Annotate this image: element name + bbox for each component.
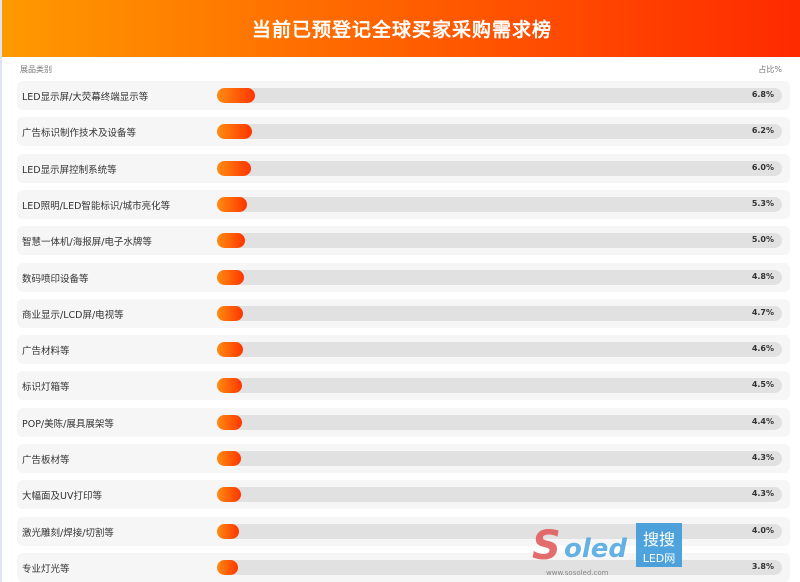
category-label: 智慧一体机/海报屏/电子水牌等 <box>22 237 152 249</box>
value-label: 4.3% <box>751 489 774 499</box>
bar-fill <box>217 269 244 285</box>
category-label: 激光雕刻/焊接/切割等 <box>22 527 114 539</box>
category-label: 大幅面及UV打印等 <box>22 491 102 503</box>
bar-track: 6.8% <box>217 88 782 103</box>
category-label: 商业显示/LCD屏/电视等 <box>22 309 124 321</box>
category-label: LED显示屏/大荧幕终端显示等 <box>22 92 149 103</box>
ranking-row: 广告板材等 4.3% <box>17 444 790 473</box>
bar-track: 5.3% <box>217 196 782 212</box>
bar-track: 3.8% <box>217 559 782 575</box>
bar-track: 4.0% <box>217 523 782 539</box>
value-label: 6.0% <box>751 162 774 172</box>
value-label: 3.8% <box>751 561 774 571</box>
value-label: 5.3% <box>751 198 774 208</box>
bar-fill <box>217 414 242 430</box>
ranking-row: LED显示屏/大荧幕终端显示等 6.8% <box>17 81 790 110</box>
value-label: 4.6% <box>751 344 774 354</box>
svg-text:www.sosoled.com: www.sosoled.com <box>546 569 609 577</box>
bar-fill <box>217 196 247 212</box>
category-label: LED照明/LED智能标识/城市亮化等 <box>22 200 171 212</box>
sosoled-watermark-logo: S oled 搜搜 LED网 www.sosoled.com <box>532 523 682 577</box>
value-label: 6.8% <box>751 90 774 99</box>
bar-fill <box>217 342 243 358</box>
value-label: 4.3% <box>751 453 774 462</box>
value-label: 6.2% <box>751 126 774 136</box>
bar-track: 4.5% <box>217 378 782 394</box>
bar-track: 4.3% <box>217 487 782 503</box>
chart-title: 当前已预登记全球买家采购需求榜 <box>251 19 552 41</box>
value-label: 4.8% <box>751 271 774 281</box>
category-label: 数码喷印设备等 <box>22 273 89 285</box>
bar-fill <box>217 88 256 103</box>
svg-text:S: S <box>532 523 561 569</box>
bar-fill <box>217 124 252 140</box>
ranking-row: LED显示屏控制系统等 6.0% <box>17 153 790 183</box>
ranking-row: 智慧一体机/海报屏/电子水牌等 5.0% <box>17 226 790 256</box>
category-label: 广告标识制作技术及设备等 <box>22 128 137 140</box>
ranking-row: 广告标识制作技术及设备等 6.2% <box>17 117 790 147</box>
ranking-row: 广告材料等 4.6% <box>17 335 790 365</box>
bar-track: 5.0% <box>217 233 782 249</box>
svg-text:LED网: LED网 <box>643 552 676 565</box>
ranking-row: 数码喷印设备等 4.8% <box>17 262 790 292</box>
category-label: 广告材料等 <box>22 346 70 358</box>
bar-fill <box>217 487 242 503</box>
bar-track: 4.3% <box>217 451 782 466</box>
bar-fill <box>217 378 243 394</box>
svg-text:搜搜: 搜搜 <box>643 530 675 549</box>
category-label: 标识灯箱等 <box>22 382 70 394</box>
ranking-row: 大幅面及UV打印等 4.3% <box>17 480 790 510</box>
value-label: 4.4% <box>751 416 774 426</box>
ranking-row: LED照明/LED智能标识/城市亮化等 5.3% <box>17 189 790 219</box>
bar-track: 6.2% <box>217 124 782 140</box>
ranking-row: POP/美陈/展具展架等 4.4% <box>17 407 790 437</box>
bar-fill <box>217 160 251 176</box>
bar-track: 4.8% <box>217 269 782 285</box>
bar-track: 4.6% <box>217 342 782 358</box>
header-banner: 当前已预登记全球买家采购需求榜 <box>2 0 800 57</box>
svg-text:oled: oled <box>564 534 627 564</box>
value-label: 4.0% <box>751 525 774 535</box>
value-label: 5.0% <box>751 235 774 245</box>
value-label: 4.7% <box>751 307 774 317</box>
bar-fill <box>217 523 240 539</box>
bar-track: 4.4% <box>217 414 782 430</box>
ranking-row: 标识灯箱等 4.5% <box>17 371 790 401</box>
bar-track: 4.7% <box>217 305 782 321</box>
ranking-row: 商业显示/LCD屏/电视等 4.7% <box>17 298 790 328</box>
bar-fill <box>217 305 244 321</box>
category-label: 专业灯光等 <box>22 563 70 575</box>
bar-fill <box>217 559 239 575</box>
bar-fill <box>217 451 242 466</box>
category-label: POP/美陈/展具展架等 <box>22 418 114 430</box>
category-label: LED显示屏控制系统等 <box>22 164 117 176</box>
category-column-header: 展品类别 <box>20 65 52 74</box>
percent-column-header: 占比% <box>758 65 782 74</box>
bar-track: 6.0% <box>217 160 782 176</box>
bar-fill <box>217 233 245 249</box>
category-label: 广告板材等 <box>22 455 70 466</box>
value-label: 4.5% <box>751 380 774 390</box>
